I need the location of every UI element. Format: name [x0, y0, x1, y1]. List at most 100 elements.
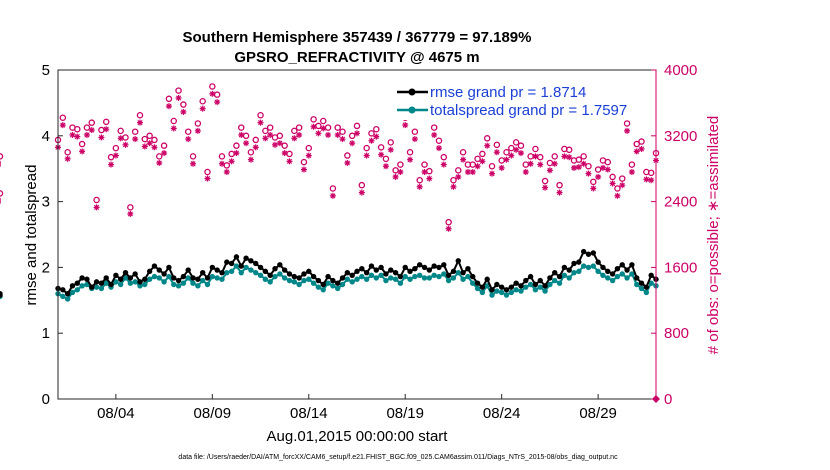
obs-assimilated-point	[445, 225, 452, 232]
x-tick-label: 08/24	[483, 405, 521, 422]
rmse-point	[335, 280, 341, 286]
rmse-point	[498, 284, 505, 290]
obs-assimilated-point	[566, 154, 573, 161]
y-right-tick-label: 800	[664, 325, 689, 342]
rmse-point	[199, 269, 206, 276]
x-tick-label: 08/14	[290, 405, 328, 422]
totalspread-point	[590, 263, 597, 269]
rmse-point	[161, 271, 167, 277]
totalspread-point	[243, 264, 249, 271]
obs-assimilated-point	[170, 125, 177, 132]
obs-possible-point	[609, 173, 616, 181]
rmse-point	[190, 275, 196, 281]
rmse-point	[383, 271, 389, 277]
obs-assimilated-point	[83, 131, 90, 138]
totalspread-point	[474, 285, 481, 292]
x-tick-label: 08/29	[579, 405, 617, 422]
rmse-point	[64, 291, 71, 297]
totalspread-point	[561, 272, 568, 278]
obs-assimilated-point	[98, 134, 105, 141]
obs-possible-point	[184, 128, 192, 135]
rmse-point	[257, 264, 264, 271]
totalspread-point	[441, 271, 447, 277]
obs-possible-point	[517, 142, 525, 149]
totalspread-point	[368, 272, 375, 278]
rmse-point	[450, 268, 457, 275]
rmse-point	[113, 272, 119, 278]
obs-assimilated-point	[315, 130, 322, 137]
left-axis: 0 1 2 3 4 5	[42, 62, 63, 408]
rmse-point	[171, 275, 177, 281]
obs-assimilated-point	[363, 152, 370, 159]
totalspread-point	[566, 275, 572, 281]
obs-assimilated-point	[508, 152, 515, 159]
rmse-point	[441, 262, 447, 268]
obs-assimilated-point	[218, 160, 225, 167]
obs-assimilated-point	[310, 123, 317, 130]
totalspread-point	[166, 273, 172, 280]
rmse-point	[373, 267, 379, 273]
totalspread-point	[576, 268, 582, 275]
rmse-point	[388, 267, 394, 273]
rmse-point	[416, 262, 423, 268]
obs-possible-point	[344, 152, 351, 159]
totalspread-point	[571, 269, 577, 276]
totalspread-point	[585, 264, 592, 271]
totalspread-point	[450, 275, 457, 281]
obs-assimilated-point	[175, 94, 182, 101]
totalspread-point	[629, 271, 635, 277]
totalspread-point	[151, 273, 158, 280]
totalspread-point	[416, 272, 423, 278]
totalspread-point	[508, 289, 515, 296]
obs-possible-point	[112, 144, 120, 152]
obs-possible-point	[117, 127, 124, 135]
rmse-point	[513, 280, 519, 286]
totalspread-point	[580, 263, 587, 269]
legend-rmse-marker	[408, 88, 416, 96]
obs-possible-point	[397, 161, 404, 168]
obs-possible-point	[368, 130, 375, 137]
totalspread-point	[378, 272, 384, 278]
rmse-point	[204, 275, 211, 281]
obs-assimilated-point	[532, 153, 539, 160]
rmse-point	[214, 267, 220, 273]
obs-assimilated-point	[108, 161, 115, 168]
obs-assimilated-point	[291, 135, 298, 142]
rmse-point	[89, 284, 95, 290]
rmse-point	[93, 279, 100, 285]
totalspread-point	[214, 275, 220, 281]
obs-assimilated-point	[628, 168, 635, 175]
obs-possible-point	[551, 153, 558, 160]
obs-assimilated-point	[358, 189, 365, 196]
obs-assimilated-point	[421, 168, 428, 175]
totalspread-point	[421, 275, 428, 281]
obs-possible-point	[474, 155, 481, 163]
rmse-point	[79, 275, 85, 281]
obs-possible-point	[305, 144, 313, 152]
rmse-point	[0, 292, 3, 298]
obs-possible-point	[541, 177, 549, 185]
y-right-tick-label: 2400	[664, 194, 697, 211]
obs-assimilated-point	[402, 122, 409, 129]
rmse-point	[291, 273, 298, 280]
rmse-point	[465, 266, 471, 272]
obs-assimilated-point	[151, 144, 158, 151]
totalspread-point	[498, 289, 505, 296]
obs-assimilated-point	[156, 159, 163, 166]
obs-possible-point	[334, 124, 341, 131]
obs-possible-point	[151, 136, 158, 144]
obs-assimilated-point	[633, 148, 640, 155]
rmse-point	[74, 280, 80, 286]
obs-assimilated-point	[378, 151, 385, 158]
totalspread-point	[402, 273, 408, 280]
rmse-point	[60, 287, 66, 293]
rmse-point	[137, 279, 143, 285]
rmse-point	[455, 258, 461, 264]
chart-subtitle: GPSRO_REFRACTIVITY @ 4675 m	[234, 49, 479, 66]
rmse-point	[552, 269, 558, 276]
obs-possible-point	[228, 150, 235, 158]
totalspread-point	[306, 276, 312, 282]
totalspread-point	[465, 273, 471, 280]
totalspread-point	[320, 287, 326, 293]
